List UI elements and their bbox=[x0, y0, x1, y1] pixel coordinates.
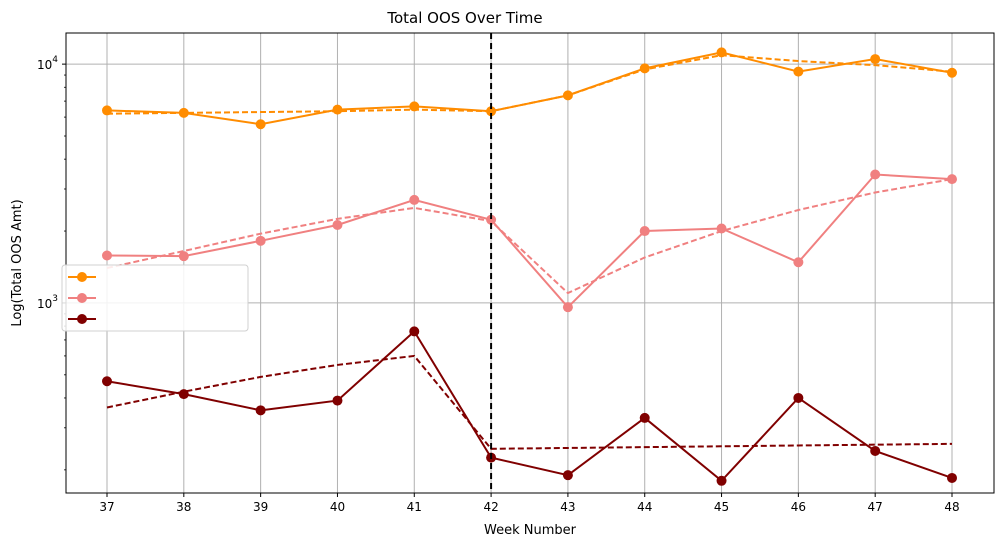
trend-line-3 bbox=[106, 354, 953, 450]
chart-title: Total OOS Over Time bbox=[386, 9, 542, 27]
legend bbox=[61, 264, 249, 332]
x-tick-label: 44 bbox=[637, 500, 652, 514]
data-point bbox=[562, 470, 573, 481]
data-point bbox=[793, 392, 804, 403]
data-point bbox=[716, 47, 727, 58]
plot-frame bbox=[65, 32, 995, 494]
legend-marker-2 bbox=[77, 293, 87, 303]
data-point bbox=[102, 250, 112, 261]
data-point bbox=[562, 90, 573, 101]
data-point bbox=[102, 105, 112, 116]
series-line-2 bbox=[106, 173, 953, 309]
data-point bbox=[639, 226, 650, 237]
data-point bbox=[639, 63, 650, 74]
data-point bbox=[332, 395, 343, 406]
x-tick-label: 40 bbox=[330, 500, 345, 514]
x-tick-label: 39 bbox=[253, 500, 268, 514]
data-point bbox=[639, 412, 650, 423]
y-axis-label: Log(Total OOS Amt) bbox=[10, 199, 25, 326]
data-point bbox=[947, 174, 957, 185]
x-tick-label: 38 bbox=[176, 500, 191, 514]
data-point bbox=[102, 376, 112, 387]
data-point bbox=[947, 472, 957, 483]
trend-line-2 bbox=[106, 178, 953, 295]
x-tick-label: 45 bbox=[714, 500, 729, 514]
y-tick-label: 104 bbox=[37, 55, 58, 72]
x-tick-label: 42 bbox=[483, 500, 498, 514]
data-point bbox=[255, 405, 266, 416]
data-point bbox=[716, 475, 727, 486]
x-tick-label: 41 bbox=[407, 500, 422, 514]
data-point bbox=[255, 235, 266, 246]
data-point bbox=[486, 214, 497, 225]
data-point bbox=[793, 257, 804, 268]
data-point bbox=[332, 220, 343, 231]
legend-marker-3 bbox=[77, 314, 87, 324]
x-tick-label: 46 bbox=[791, 500, 806, 514]
legend-box bbox=[61, 264, 249, 332]
data-point bbox=[332, 104, 343, 115]
data-point bbox=[178, 251, 189, 262]
data-point bbox=[409, 194, 420, 205]
x-tick-label: 37 bbox=[99, 500, 114, 514]
x-tick-label: 47 bbox=[868, 500, 883, 514]
x-tick-label: 43 bbox=[560, 500, 575, 514]
x-axis-label: Week Number bbox=[484, 523, 577, 538]
legend-marker-1 bbox=[77, 272, 87, 282]
series-3 bbox=[102, 326, 957, 486]
data-point bbox=[870, 445, 881, 456]
data-point bbox=[870, 54, 881, 65]
data-point bbox=[178, 389, 189, 400]
data-point bbox=[255, 119, 266, 130]
series-1 bbox=[102, 47, 957, 130]
series-line-3 bbox=[106, 329, 953, 483]
data-point bbox=[178, 107, 189, 118]
data-point bbox=[562, 302, 573, 313]
data-point bbox=[409, 326, 420, 337]
data-point bbox=[793, 66, 804, 77]
x-axis-ticks: 37 38 39 40 41 42 43 44 45 46 47 48 bbox=[99, 493, 960, 514]
series-line-1 bbox=[106, 51, 953, 126]
data-point bbox=[409, 101, 420, 112]
series-2 bbox=[102, 169, 957, 313]
data-point bbox=[716, 223, 727, 234]
data-point bbox=[947, 67, 957, 78]
x-tick-label: 48 bbox=[944, 500, 959, 514]
data-point bbox=[486, 106, 497, 117]
y-axis-ticks: 103 104 bbox=[37, 55, 66, 311]
series-layer bbox=[102, 47, 957, 486]
y-tick-label: 103 bbox=[37, 294, 58, 311]
data-point bbox=[870, 169, 881, 180]
